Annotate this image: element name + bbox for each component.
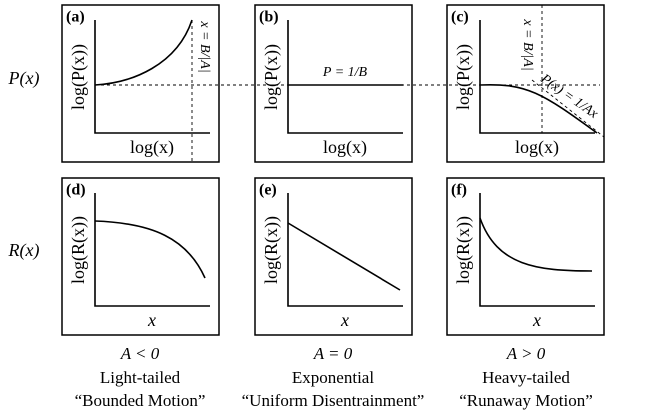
x-axis-label: x: [532, 310, 541, 330]
curve: [94, 220, 206, 279]
curve: [479, 217, 593, 272]
curve: [287, 222, 401, 291]
x-axis-label: log(x): [515, 137, 559, 158]
panel-frame: [61, 4, 220, 163]
row-label: P(x): [8, 68, 40, 89]
panel-label: (d): [66, 182, 86, 199]
y-axis-label: log(P(x)): [68, 44, 89, 110]
caption-name: Light-tailed: [100, 368, 181, 387]
caption-motion: “Runaway Motion”: [459, 391, 593, 410]
annotation: P = 1/B: [322, 65, 368, 80]
annotation: x = B/|A|: [197, 20, 212, 72]
caption-name: Exponential: [292, 368, 374, 387]
x-axis-label: log(x): [130, 137, 174, 158]
y-axis-label: log(P(x)): [453, 44, 474, 110]
panel-frame: [254, 177, 413, 336]
panel-label: (a): [66, 9, 85, 26]
caption-name: Heavy-tailed: [482, 368, 570, 387]
annotation: x = B/|A|: [520, 18, 535, 70]
panel-label: (f): [451, 182, 467, 199]
y-axis-label: log(R(x)): [68, 216, 89, 284]
y-axis-label: log(P(x)): [261, 44, 282, 110]
panel-frame: [254, 4, 413, 163]
axes: [287, 20, 403, 134]
axes: [479, 20, 595, 134]
panel-label: (e): [259, 182, 277, 199]
curve: [94, 19, 193, 86]
panel-label: (b): [259, 9, 279, 26]
axes: [479, 193, 595, 307]
caption-condition: A = 0: [313, 344, 353, 363]
axes: [287, 193, 403, 307]
y-axis-label: log(R(x)): [453, 216, 474, 284]
panel-frame: [446, 4, 605, 163]
caption-motion: “Uniform Disentrainment”: [242, 391, 425, 410]
x-axis-label: x: [340, 310, 349, 330]
axes: [94, 193, 210, 307]
caption-condition: A < 0: [120, 344, 160, 363]
panel-label: (c): [451, 9, 469, 26]
y-axis-label: log(R(x)): [261, 216, 282, 284]
caption-condition: A > 0: [506, 344, 546, 363]
caption-motion: “Bounded Motion”: [75, 391, 206, 410]
annotation: P(x) = 1/Ax: [537, 71, 601, 122]
axes: [94, 20, 210, 134]
x-axis-label: log(x): [323, 137, 367, 158]
x-axis-label: x: [147, 310, 156, 330]
curve: [479, 83, 598, 134]
row-label: R(x): [8, 240, 40, 261]
panel-frame: [446, 177, 605, 336]
panel-frame: [61, 177, 220, 336]
